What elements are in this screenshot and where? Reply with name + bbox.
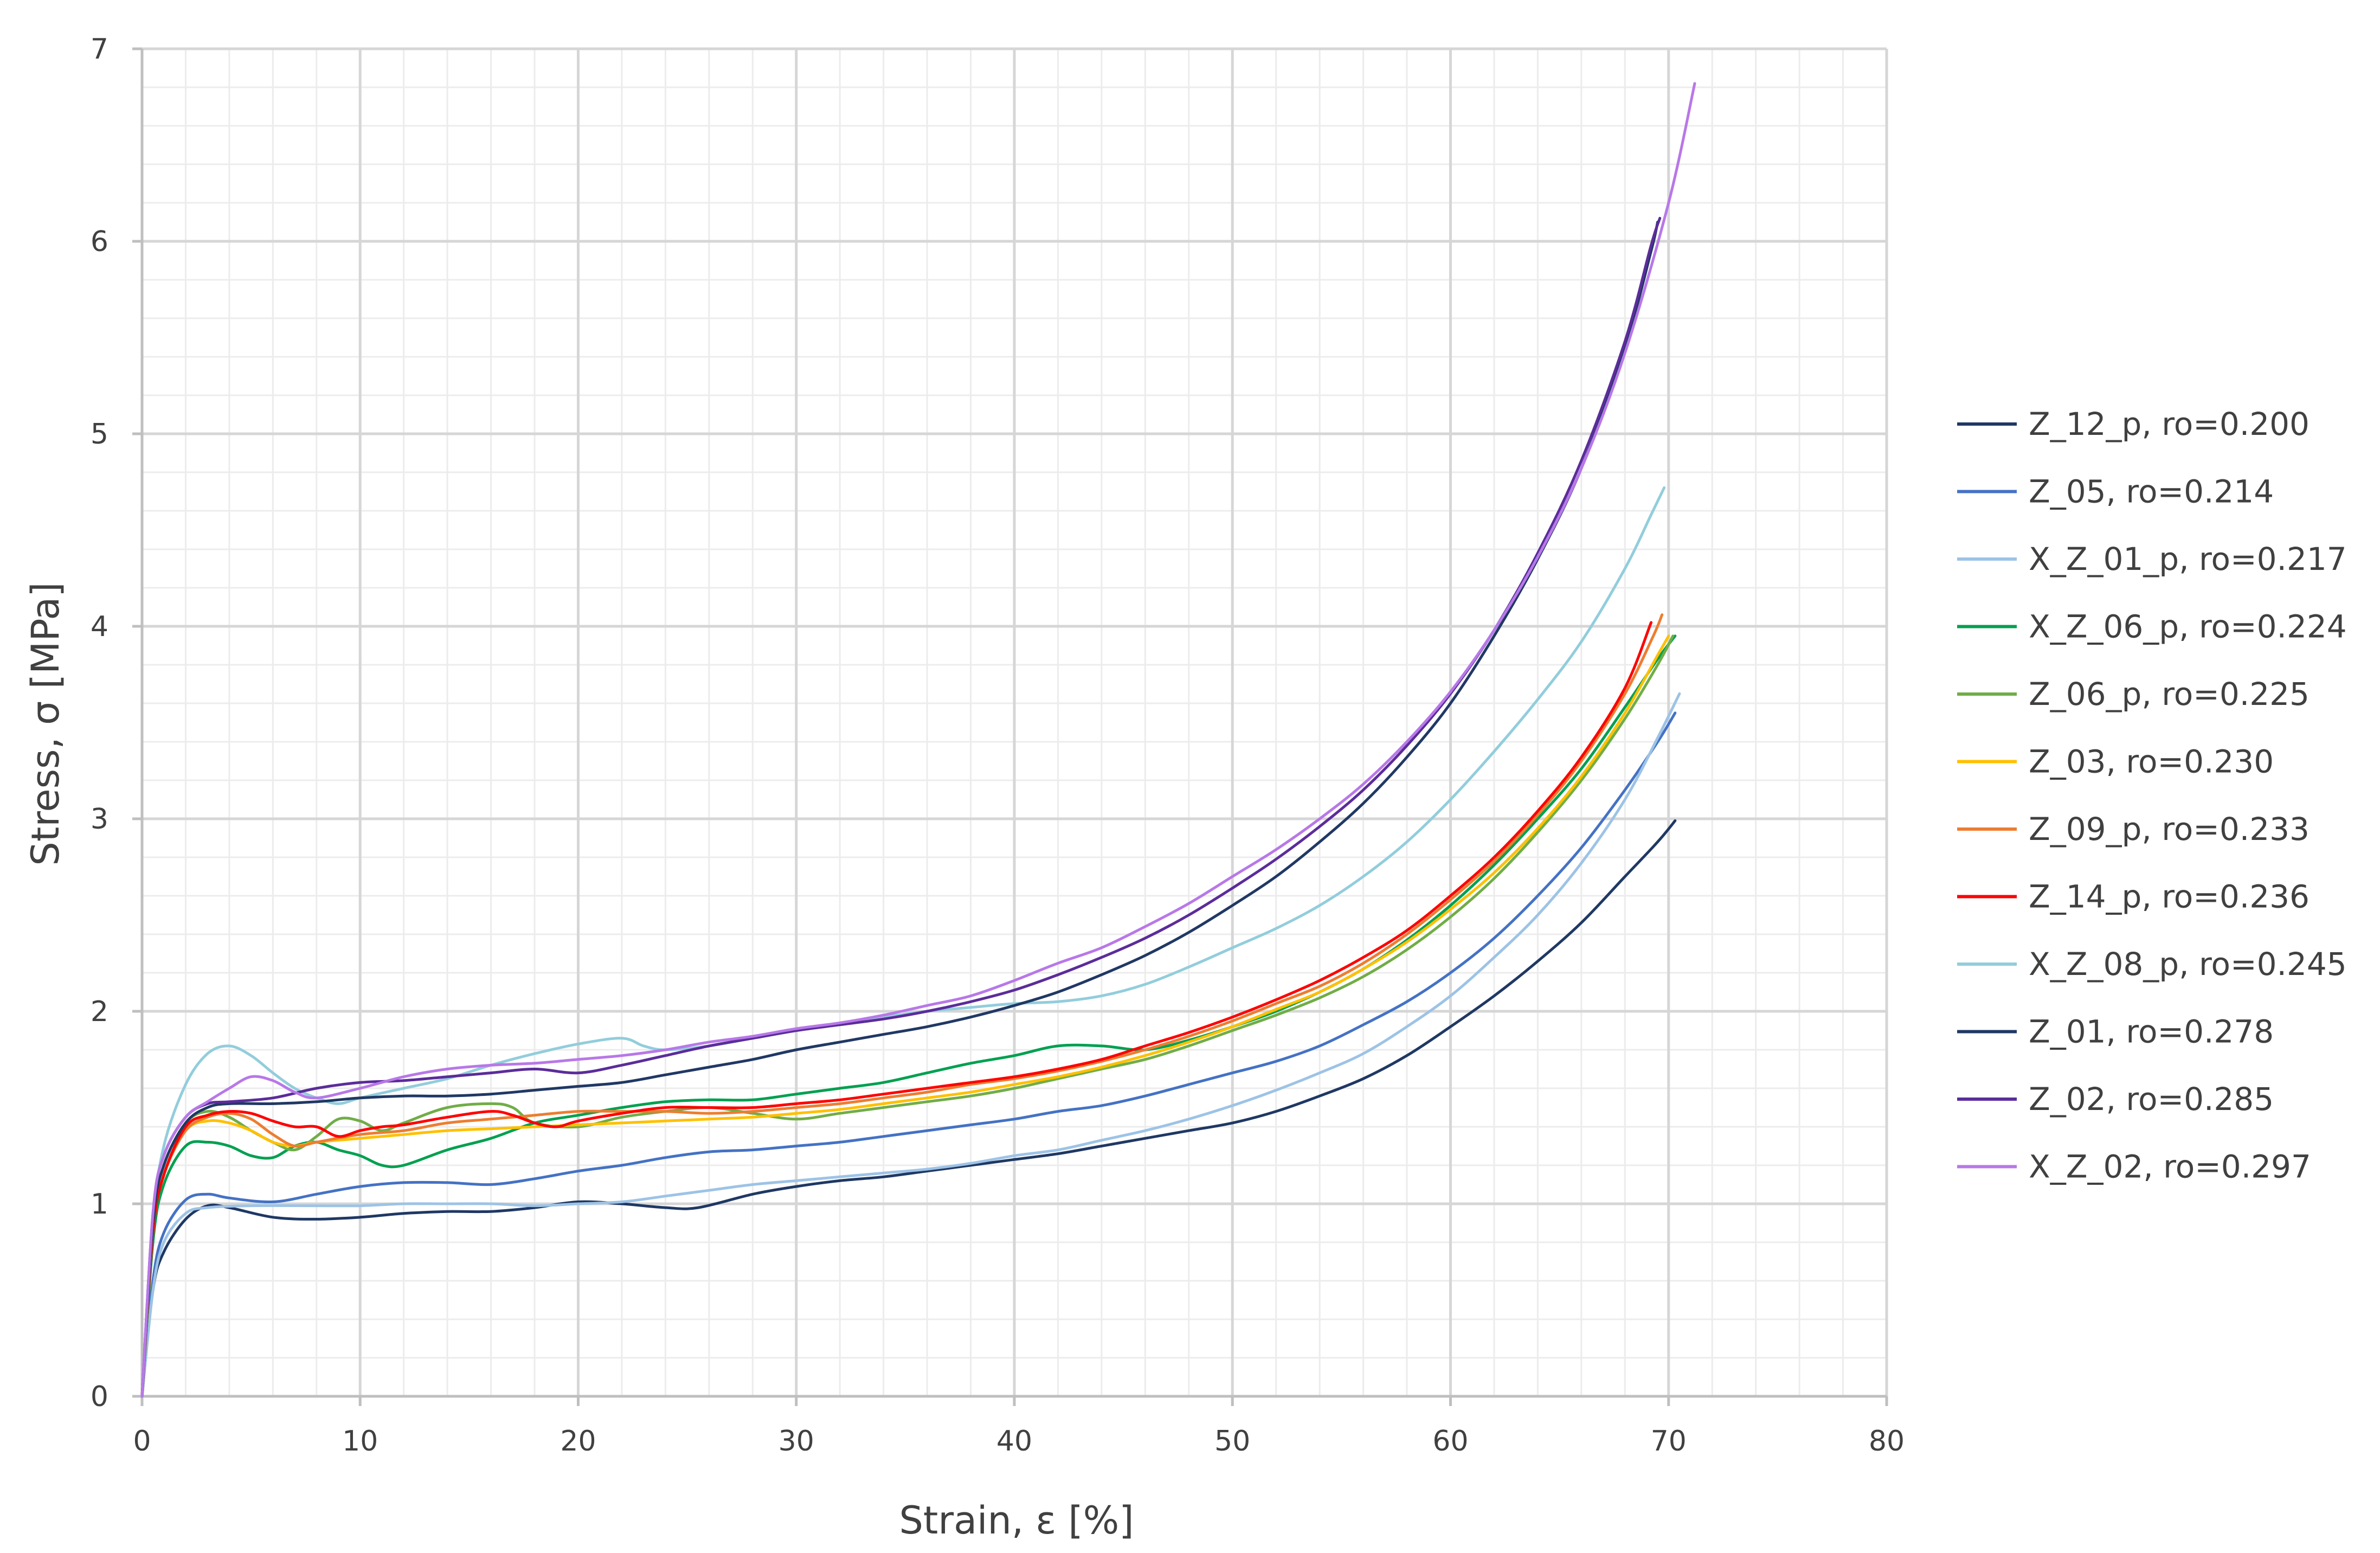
legend-label: Z_09_p, ro=0.233	[2029, 811, 2310, 848]
legend-label: Z_01, ro=0.278	[2029, 1013, 2274, 1050]
y-axis-title: Stress, σ [MPa]	[23, 582, 68, 865]
x-tick-label: 30	[779, 1425, 814, 1458]
legend-label: Z_12_p, ro=0.200	[2029, 406, 2310, 442]
y-tick-label: 0	[91, 1381, 108, 1413]
series-line-12	[140, 82, 1696, 1398]
x-tick-label: 60	[1432, 1425, 1468, 1458]
y-tick-label: 5	[91, 418, 108, 451]
series-line-6	[140, 634, 1670, 1398]
series-line-4	[140, 634, 1677, 1398]
legend-label: X_Z_06_p, ro=0.224	[2029, 608, 2347, 645]
legend-label: Z_14_p, ro=0.236	[2029, 878, 2310, 915]
y-tick-label: 7	[91, 33, 108, 66]
series-line-7	[140, 613, 1664, 1398]
legend-label: Z_03, ro=0.230	[2029, 743, 2274, 780]
legend-label: Z_05, ro=0.214	[2029, 473, 2274, 510]
series-line-9	[140, 486, 1666, 1398]
x-axis-title: Strain, ε [%]	[899, 1498, 1134, 1543]
axes	[132, 47, 1888, 1406]
series-line-8	[140, 621, 1653, 1398]
y-tick-label: 6	[91, 226, 108, 258]
y-tick-label: 1	[91, 1188, 108, 1221]
legend: Z_12_p, ro=0.200 Z_05, ro=0.214 X_Z_01_p, …	[1957, 406, 2347, 1185]
y-tick-label: 3	[91, 803, 108, 836]
series-line-3	[140, 692, 1681, 1398]
x-tick-label: 20	[560, 1425, 596, 1458]
legend-label: X_Z_02, ro=0.297	[2029, 1148, 2311, 1185]
x-tick-label: 70	[1651, 1425, 1687, 1458]
series-line-2	[140, 711, 1677, 1398]
series-line-1	[140, 819, 1677, 1398]
x-tick-label: 50	[1214, 1425, 1250, 1458]
tick-labels: 0 10 20 30 40 50 60 70 80 0 1 2 3 4 5 6 7	[91, 33, 1905, 1458]
x-tick-label: 40	[996, 1425, 1032, 1458]
legend-label: Z_02, ro=0.285	[2029, 1081, 2274, 1118]
legend-label: X_Z_01_p, ro=0.217	[2029, 541, 2347, 577]
series-lines	[140, 82, 1696, 1398]
x-tick-label: 80	[1869, 1425, 1905, 1458]
legend-label: X_Z_08_p, ro=0.245	[2029, 946, 2347, 983]
x-tick-label: 10	[342, 1425, 378, 1458]
series-line-10	[140, 221, 1659, 1398]
y-tick-label: 2	[91, 996, 108, 1028]
legend-label: Z_06_p, ro=0.225	[2029, 676, 2310, 713]
x-tick-label: 0	[133, 1425, 151, 1458]
y-tick-label: 4	[91, 611, 108, 643]
